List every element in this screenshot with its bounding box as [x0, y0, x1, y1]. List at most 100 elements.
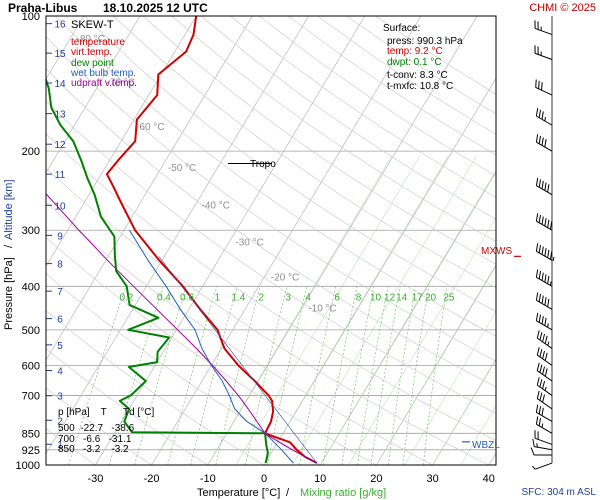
moist-adiabat-0: [263, 155, 449, 465]
isotherm--20: [151, 16, 422, 465]
wind-barb-feather-800-0: [535, 404, 539, 413]
mixing-ratio-line-17: [388, 286, 416, 465]
temperature-tick-30: 30: [426, 473, 438, 485]
altitude-tick-11: 11: [55, 170, 66, 181]
mixing-ratio-line-2: [215, 286, 261, 465]
isotherm-label--20: -20 °C: [271, 272, 299, 283]
altitude-tick-14: 14: [54, 79, 66, 90]
altitude-tick-5: 5: [57, 341, 63, 352]
wind-barb-feather-500-2: [541, 316, 544, 325]
isotherm-label--70: -70 °C: [107, 78, 135, 89]
isotherm-label--50: -50 °C: [168, 163, 196, 174]
mixing-ratio-label-2: 2: [258, 293, 264, 304]
wind-barb-feather-700-0: [536, 377, 540, 386]
moist-adiabat-30: [432, 358, 496, 465]
mixing-ratio-label-25: 25: [443, 293, 455, 304]
legend-item-temperature: temperature: [71, 37, 125, 48]
wind-barb-feather-175-1: [538, 109, 541, 118]
wind-barb-feather-350-1: [538, 244, 541, 253]
wind-barb-300: [535, 213, 553, 231]
wind-barb-feather-600-2: [542, 350, 546, 359]
pressure-tick-300: 300: [22, 225, 40, 237]
wind-barb-half-990: [532, 465, 536, 470]
wind-barb-feather-250-3: [544, 182, 547, 191]
wind-barb-feather-800-2: [541, 407, 544, 416]
temperature-tick--30: -30: [87, 473, 103, 485]
wind-barb-feather-300-5: [549, 221, 553, 230]
dry-adiabat-40: [46, 167, 489, 465]
wind-barb-200: [535, 134, 553, 152]
wind-barb-feather-750-2: [542, 394, 546, 403]
moist-adiabat-20: [376, 264, 496, 465]
isotherm-0: [263, 77, 496, 465]
altitude-tick-4: 4: [57, 367, 63, 378]
wind-barb-925: [532, 438, 553, 451]
wind-barb-110: [534, 20, 553, 36]
wind-barb-feather-850-1: [538, 417, 541, 427]
wind-barb-feather-650-0: [536, 362, 540, 371]
wind-barb-half-700: [544, 386, 547, 391]
pressure-tick-850: 850: [22, 428, 40, 440]
wind-barb-feather-400-0: [535, 269, 539, 278]
y-axis-title-2: Altitude [km]: [3, 179, 15, 240]
isotherm-label--30: -30 °C: [235, 238, 263, 249]
legend-item-virt-temp: virt.temp.: [71, 47, 112, 58]
table-row-850: 850 -3.2 -3.2: [58, 444, 129, 455]
temperature-tick-20: 20: [370, 473, 382, 485]
mixing-ratio-line-20: [402, 286, 429, 465]
tropopause-label: Tropo: [250, 159, 276, 170]
isotherm-10: [319, 171, 496, 465]
pressure-tick-500: 500: [22, 325, 40, 337]
wind-barb-feather-600-3: [544, 352, 548, 361]
wind-barb-feather-850-0: [535, 416, 539, 425]
altitude-tick-13: 13: [54, 110, 66, 121]
isotherm-label--40: -40 °C: [202, 201, 230, 212]
datetime: 18.10.2025 12 UTC: [103, 1, 208, 15]
temperature-tick-0: 0: [261, 473, 267, 485]
wind-barb-half-925: [536, 443, 538, 448]
altitude-tick-9: 9: [57, 231, 63, 242]
mixing-ratio-label-10: 10: [370, 293, 382, 304]
mixing-ratio-label-6: 6: [334, 293, 340, 304]
moist-adiabat-35: [460, 405, 496, 465]
dry-adiabat-120: [142, 16, 496, 265]
dry-adiabat--30: [46, 428, 96, 465]
wind-barb-feather-400-3: [544, 274, 547, 283]
mixing-ratio-line-1.4: [190, 286, 238, 465]
altitude-tick-12: 12: [54, 140, 66, 151]
wind-barb-feather-350-2: [541, 246, 544, 255]
wind-barb-feather-600-1: [539, 349, 543, 358]
wind-barb-feather-300-3: [544, 218, 547, 227]
wind-barb-feather-250-0: [535, 177, 539, 186]
series-layer: [46, 16, 318, 464]
altitude-tick-6: 6: [57, 315, 63, 326]
wind-barb-half-350: [552, 256, 555, 262]
dry-adiabat-70: [46, 68, 496, 388]
wind-barb-feather-350-3: [544, 248, 547, 257]
wind-barb-feather-300-4: [547, 219, 550, 228]
wind-barb-250: [535, 177, 553, 196]
wind-barb-feather-550-1: [539, 332, 543, 341]
table-header: p [hPa] T Td [°C]: [58, 407, 154, 418]
wind-barb-900: [534, 430, 553, 445]
legend-item-dew-point: dew point: [71, 58, 114, 69]
mixing-ratio-label-1: 1: [215, 293, 221, 304]
wbzl-label: WBZL: [472, 440, 500, 451]
mixing-ratio-label-0.6: 0.6: [180, 293, 194, 304]
mixing-ratio-line-0.6: [134, 286, 187, 465]
pressure-tick-925: 925: [22, 445, 40, 457]
altitude-tick-3: 3: [57, 392, 63, 403]
wind-barb-feather-200-0: [535, 134, 539, 143]
altitude-tick-7: 7: [57, 287, 63, 298]
isotherm-label--60: -60 °C: [136, 122, 164, 133]
series-wet-bulb-temp: [129, 229, 294, 464]
isotherm--40: [46, 16, 309, 455]
dry-adiabat-60: [46, 100, 496, 414]
dry-adiabat--20: [46, 387, 152, 465]
wind-barb-750: [536, 390, 553, 410]
wind-barb-feather-650-2: [542, 366, 546, 375]
wind-barb-700: [536, 377, 553, 396]
wind-barb-feather-300-1: [538, 214, 541, 223]
mixing-ratio-label-17: 17: [412, 293, 424, 304]
dry-adiabat-30: [46, 201, 433, 465]
